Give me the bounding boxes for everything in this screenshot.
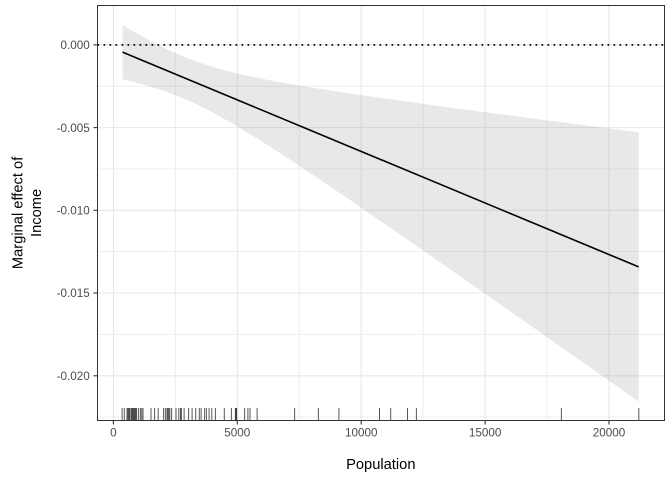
svg-text:20000: 20000	[593, 427, 626, 440]
svg-text:10000: 10000	[345, 427, 378, 440]
svg-text:0.000: 0.000	[61, 39, 91, 52]
svg-text:-0.020: -0.020	[57, 370, 91, 383]
svg-text:-0.005: -0.005	[57, 122, 91, 135]
svg-text:Marginal effect of: Marginal effect of	[10, 156, 26, 269]
svg-text:Population: Population	[346, 457, 415, 473]
svg-text:0: 0	[110, 427, 117, 440]
svg-text:Income: Income	[29, 189, 45, 237]
svg-text:15000: 15000	[469, 427, 502, 440]
svg-text:-0.015: -0.015	[57, 287, 91, 300]
svg-text:-0.010: -0.010	[57, 205, 91, 218]
svg-text:5000: 5000	[224, 427, 251, 440]
